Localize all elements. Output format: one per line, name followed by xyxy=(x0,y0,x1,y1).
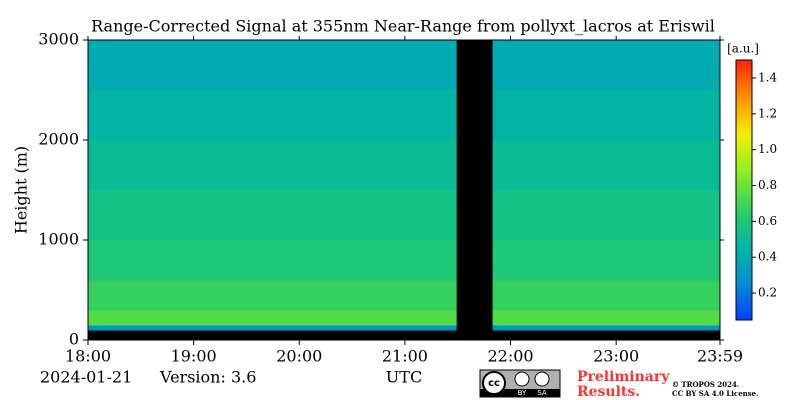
heatmap-cell xyxy=(492,240,721,281)
x-tick-label: 20:00 xyxy=(276,347,322,366)
colorbar-tick-label: 0.4 xyxy=(758,250,777,264)
heatmap-cell xyxy=(456,330,494,341)
heatmap-cell xyxy=(88,40,458,91)
heatmap xyxy=(88,40,721,341)
colorbar-tick-label: 0.6 xyxy=(758,214,777,228)
license-badge: cc BY SA xyxy=(479,369,561,398)
plot-frame xyxy=(87,39,721,341)
badge-cc: cc xyxy=(488,378,500,389)
colorbar-tick-label: 1.0 xyxy=(758,142,777,156)
heatmap-cell xyxy=(88,140,458,191)
heatmap-cell xyxy=(88,325,458,331)
heatmap-cell xyxy=(456,140,494,191)
badge-sa-circle xyxy=(534,371,550,387)
x-tick-label: 23:00 xyxy=(593,347,639,366)
chart-title: Range-Corrected Signal at 355nm Near-Ran… xyxy=(91,17,715,36)
heatmap-cell xyxy=(456,325,494,331)
date: 2024-01-21 xyxy=(40,368,132,387)
copyright: © TROPOS 2024. xyxy=(672,380,739,389)
version: Version: 3.6 xyxy=(159,368,256,387)
colorbar-tick-label: 1.2 xyxy=(758,106,777,120)
x-tick-label: 22:00 xyxy=(487,347,533,366)
badge-by: BY xyxy=(518,389,527,397)
badge-sa: SA xyxy=(537,389,547,397)
x-tick-label: 19:00 xyxy=(171,347,217,366)
heatmap-cell xyxy=(492,310,721,326)
preliminary: Preliminary xyxy=(577,369,670,385)
heatmap-cell xyxy=(456,40,494,91)
colorbar-tick-label: 0.8 xyxy=(758,178,777,192)
preliminary: Results. xyxy=(577,384,640,400)
heatmap-cell xyxy=(492,90,721,141)
heatmap-cell xyxy=(88,310,458,326)
colorbar-tick-label: 1.4 xyxy=(758,70,777,84)
heatmap-cell xyxy=(456,90,494,141)
heatmap-cell xyxy=(456,310,494,326)
heatmap-cell xyxy=(456,280,494,311)
badge-cc-circle xyxy=(482,371,506,395)
x-tick-label: 18:00 xyxy=(65,347,111,366)
heatmap-cell xyxy=(456,190,494,241)
y-tick-label: 3000 xyxy=(38,30,79,49)
heatmap-cell xyxy=(88,330,458,341)
copyright: CC BY SA 4.0 License. xyxy=(672,389,759,398)
heatmap-cell xyxy=(492,190,721,241)
heatmap-cell xyxy=(492,325,721,331)
y-tick-label: 1000 xyxy=(38,230,79,249)
x-tick-label: 23:59 xyxy=(697,347,743,366)
heatmap-cell xyxy=(456,240,494,281)
heatmap-cell xyxy=(88,240,458,281)
heatmap-cell xyxy=(492,280,721,311)
colorbar-label: [a.u.] xyxy=(727,42,759,56)
heatmap-cell xyxy=(492,140,721,191)
badge-by-circle xyxy=(514,371,530,387)
x-axis-label: UTC xyxy=(386,368,422,387)
heatmap-cell xyxy=(88,190,458,241)
badge-strip xyxy=(480,389,560,397)
colorbar xyxy=(735,59,753,321)
y-axis-label: Height (m) xyxy=(12,146,31,234)
heatmap-cell xyxy=(88,280,458,311)
y-tick-label: 0 xyxy=(69,330,79,349)
x-tick-label: 21:00 xyxy=(382,347,428,366)
y-tick-label: 2000 xyxy=(38,130,79,149)
heatmap-cell xyxy=(88,90,458,141)
colorbar-tick-label: 0.2 xyxy=(758,286,777,300)
heatmap-cell xyxy=(492,330,721,341)
heatmap-cell xyxy=(492,40,721,91)
